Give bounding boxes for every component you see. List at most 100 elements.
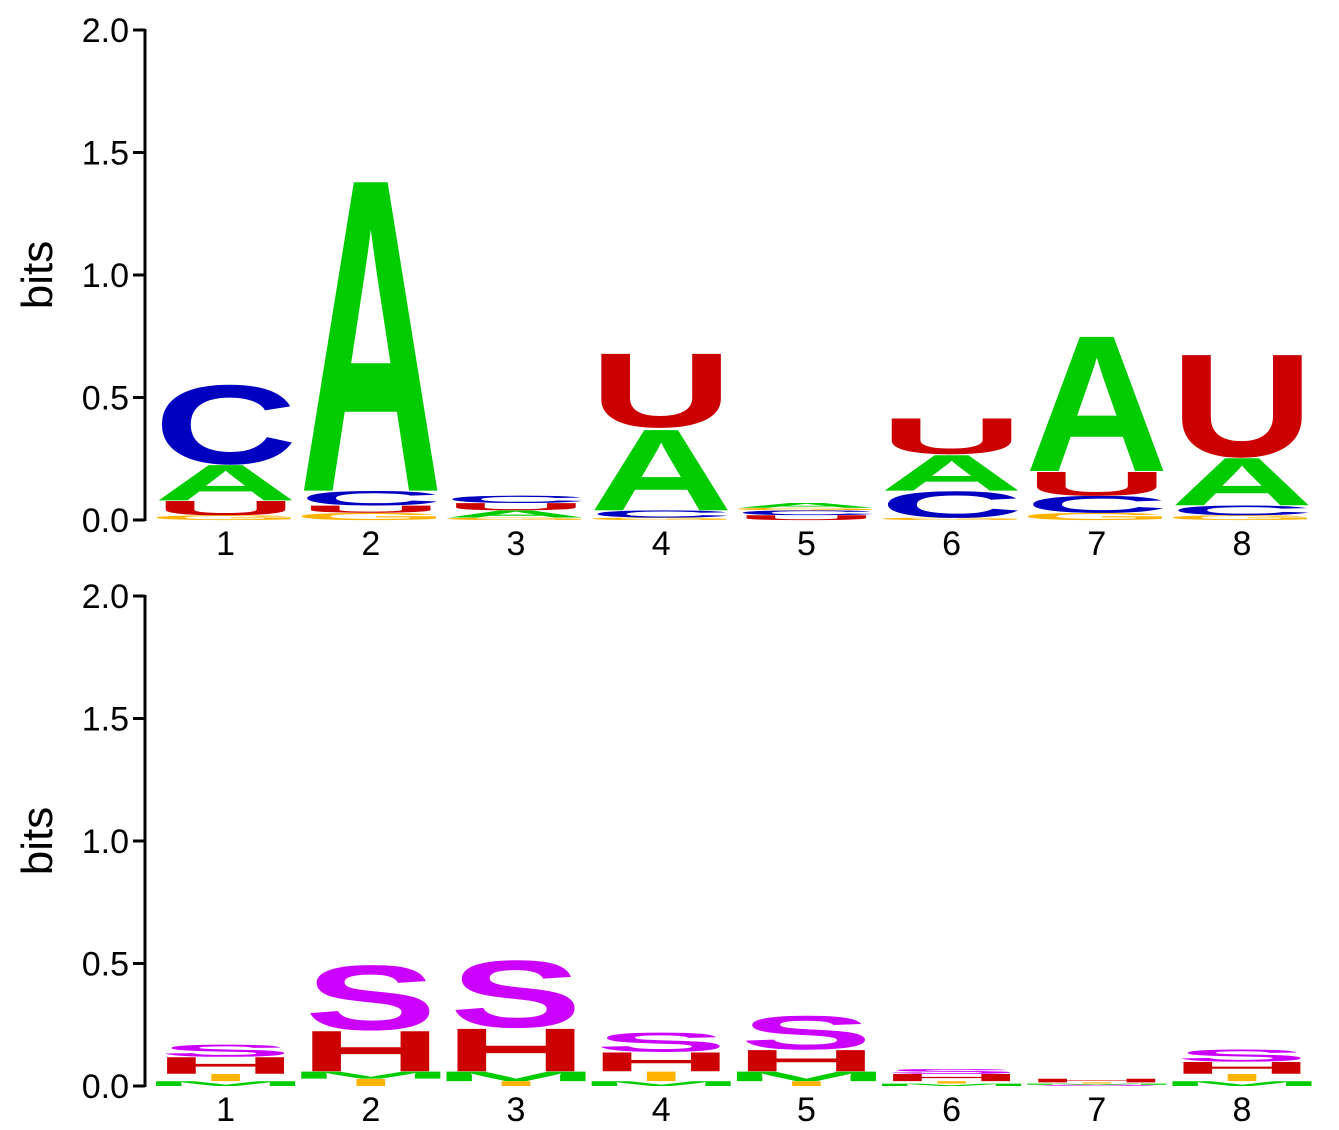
logo-letter-S: S [885, 1068, 1018, 1076]
logo-letter-M: M [578, 1080, 744, 1088]
logo-letter-I: I [343, 1077, 398, 1088]
logo-letter-H: H [1170, 1058, 1314, 1077]
y-tick-label: 2.0 [82, 578, 129, 616]
logo-letter-A: A [1170, 443, 1314, 520]
logo-letter-S: S [1176, 1046, 1309, 1065]
logo-letter-C: C [299, 487, 443, 510]
logo-letter-G: G [293, 511, 448, 522]
logo-letter-M: M [724, 1069, 890, 1084]
logo-letter-C: C [1170, 503, 1314, 518]
x-tick-label: 6 [942, 525, 961, 563]
logo-letter-A: A [299, 86, 443, 586]
logo-letter-C: C [154, 362, 298, 488]
y-tick-label: 0.0 [82, 1068, 129, 1106]
logo-letter-G: G [148, 514, 303, 522]
logo-letter-M: M [1014, 1083, 1180, 1085]
logo-letter-C: C [444, 494, 588, 505]
logo-letter-U: U [735, 514, 879, 522]
y-tick-label: 1.0 [82, 257, 129, 295]
y-tick-label: 0.0 [82, 502, 129, 540]
x-tick-label: 1 [216, 1091, 235, 1129]
logo-letter-G: G [874, 517, 1029, 521]
y-tick-label: 2.0 [82, 12, 129, 50]
logo-letter-H: H [154, 1052, 298, 1079]
logo-letter-U: U [880, 408, 1024, 465]
y-tick-label: 1.5 [82, 135, 129, 173]
x-tick-label: 2 [361, 525, 380, 563]
logo-letter-I: I [634, 1069, 689, 1084]
logo-letter-S: S [450, 941, 583, 1048]
logo-letter-C: C [735, 509, 879, 517]
logo-letter-H: H [1025, 1078, 1169, 1084]
logo-letter-U: U [299, 503, 443, 514]
logo-letter-A: A [589, 405, 733, 535]
x-tick-label: 4 [652, 525, 671, 563]
x-tick-label: 4 [652, 1091, 671, 1129]
logo-letter-G: G [584, 517, 739, 521]
x-tick-label: 7 [1087, 525, 1106, 563]
logo-letter-U: U [1025, 465, 1169, 503]
logo-letter-A: A [444, 508, 588, 519]
logo-letter-M: M [288, 1069, 454, 1080]
x-tick-label: 5 [797, 525, 816, 563]
logo-letter-H: H [735, 1044, 879, 1078]
logo-letter-S: S [1030, 1084, 1163, 1086]
y-tick-label: 0.5 [82, 380, 129, 418]
logo-letter-M: M [869, 1083, 1035, 1087]
logo-letter-I: I [488, 1080, 543, 1088]
logo-letter-U: U [1170, 324, 1314, 488]
x-tick-label: 5 [797, 1091, 816, 1129]
logo-letter-M: M [1159, 1080, 1325, 1088]
logo-letter-H: H [444, 1016, 588, 1085]
logo-letter-A: A [154, 454, 298, 511]
logo-letter-C: C [880, 484, 1024, 526]
logo-letter-I: I [198, 1072, 253, 1083]
logo-letter-G: G [729, 507, 884, 511]
x-tick-label: 2 [361, 1091, 380, 1129]
x-tick-label: 6 [942, 1091, 961, 1129]
logo-letter-H: H [589, 1047, 733, 1078]
logo-letter-A: A [735, 502, 879, 510]
logo-letter-G: G [439, 517, 594, 521]
logo-letter-S: S [595, 1027, 728, 1058]
logo-letter-A: A [1025, 295, 1169, 513]
y-tick-label: 1.5 [82, 701, 129, 739]
logo-letter-C: C [1025, 491, 1169, 518]
logo-letter-H: H [299, 1019, 443, 1084]
logo-letter-I: I [1214, 1072, 1269, 1083]
x-tick-label: 3 [507, 525, 526, 563]
logo-letter-A: A [880, 444, 1024, 501]
logo-letter-U: U [444, 501, 588, 512]
x-tick-label: 8 [1233, 525, 1252, 563]
logo-letter-S: S [304, 946, 437, 1049]
x-tick-label: 8 [1233, 1091, 1252, 1129]
logo-letter-C: C [589, 508, 733, 519]
y-tick-label: 0.5 [82, 946, 129, 984]
logo-letter-H: H [880, 1072, 1024, 1083]
y-axis-label: bits [13, 241, 62, 309]
x-tick-label: 3 [507, 1091, 526, 1129]
logo-letter-I: I [1069, 1082, 1124, 1084]
logo-letter-I: I [924, 1080, 979, 1084]
x-tick-label: 7 [1087, 1091, 1106, 1129]
logo-letter-U: U [589, 331, 733, 449]
logo-letter-I: I [779, 1080, 834, 1088]
